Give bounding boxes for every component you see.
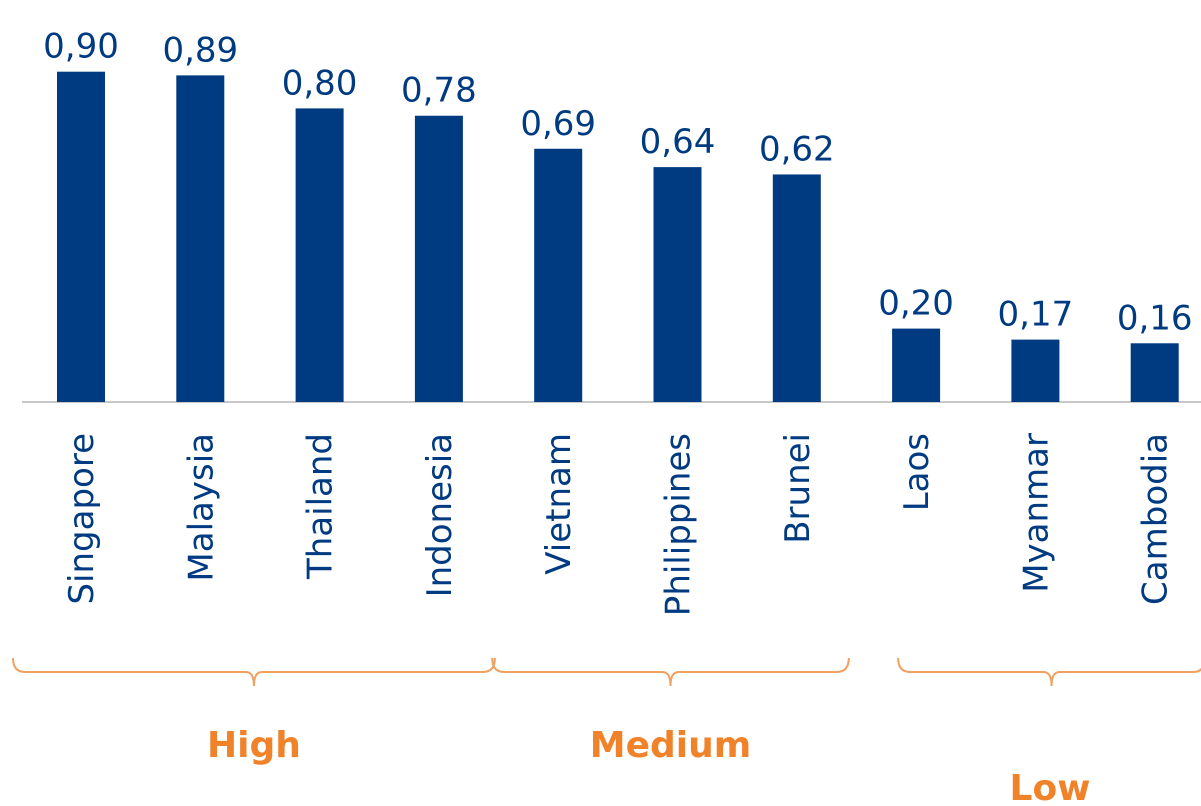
bar [176, 75, 225, 403]
value-label: 0,80 [282, 63, 358, 103]
value-label: 0,62 [759, 129, 835, 169]
bar [1011, 339, 1060, 402]
bar [57, 71, 105, 402]
bar [772, 174, 821, 402]
category-label: Myanmar [1016, 433, 1056, 593]
category-label: Vietnam [539, 433, 579, 575]
value-label: 0,89 [162, 30, 238, 70]
category-label: Singapore [62, 433, 102, 605]
bar [295, 108, 344, 403]
value-label: 0,20 [878, 284, 954, 324]
value-label: 0,69 [520, 104, 596, 144]
group-label: Medium [590, 725, 752, 766]
group-bracket [897, 657, 1201, 687]
value-labels-group: 0,90 0,89 0,80 0,78 0,69 0,64 0,62 0,20 0,17 0,16 [43, 27, 1192, 339]
bar [892, 328, 941, 402]
category-label: Thailand [301, 433, 341, 580]
group-label: Low [1010, 768, 1091, 806]
group-brackets [12, 657, 1201, 687]
category-label: Indonesia [420, 433, 460, 597]
value-label: 0,64 [640, 122, 716, 162]
bar [534, 148, 583, 402]
value-label: 0,78 [401, 71, 477, 111]
category-label: Cambodia [1136, 433, 1176, 605]
group-label: High [207, 725, 301, 766]
category-label: Malaysia [181, 433, 221, 582]
value-label: 0,17 [998, 295, 1074, 335]
group-bracket [491, 657, 850, 687]
group-labels-group: High Medium Low [207, 725, 1090, 806]
group-bracket [12, 657, 496, 687]
category-label: Brunei [778, 433, 818, 544]
value-label: 0,90 [43, 27, 119, 67]
value-label: 0,16 [1117, 298, 1193, 338]
bar [653, 167, 702, 402]
bar [1130, 343, 1179, 402]
bar [414, 115, 463, 403]
category-labels-group: Singapore Malaysia Thailand Indonesia Vietna… [62, 433, 1176, 616]
category-label: Laos [897, 433, 937, 511]
bars-group [57, 71, 1179, 403]
category-label: Philippines [659, 433, 699, 616]
